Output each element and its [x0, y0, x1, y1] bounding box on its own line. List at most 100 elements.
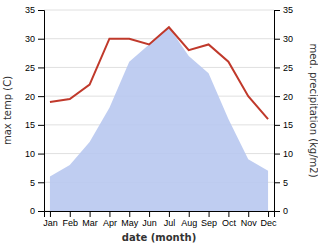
tick-mark	[274, 96, 280, 97]
tick-label: Apr	[103, 218, 117, 228]
tick-mark	[38, 125, 44, 126]
marks	[50, 27, 268, 211]
tick-label: 20	[283, 92, 293, 102]
tick-label: Aug	[181, 218, 197, 228]
tick: 0	[274, 206, 288, 216]
tick-mark	[274, 211, 280, 212]
tick: 0	[30, 206, 44, 216]
x-axis-line	[45, 212, 275, 218]
tick-mark	[274, 39, 280, 40]
tick: Oct	[222, 211, 237, 228]
tick: Jun	[142, 211, 157, 228]
tick: 20	[274, 92, 293, 102]
tick-label: 5	[283, 178, 288, 188]
x-axis: Jan FebMar Apr MayJun Jul Aug Sep Oct NovDec	[43, 211, 277, 228]
y2-axis-title: med. precipitation (kg/m2)	[308, 43, 318, 177]
y-axis-line	[38, 11, 45, 212]
tick: 30	[25, 34, 44, 44]
tick: Apr	[103, 211, 117, 228]
tick-mark	[274, 67, 280, 68]
tick-label: Sep	[201, 218, 217, 228]
tick-label: 35	[283, 5, 293, 15]
chart: Jan FebMar Apr MayJun Jul Aug Sep Oct NovDec 0 5 10…	[0, 0, 318, 247]
tick-mark	[169, 211, 170, 217]
tick-mark	[38, 96, 44, 97]
tick-label: 25	[283, 63, 293, 73]
tick-label: 10	[25, 149, 35, 159]
tick: 35	[25, 5, 44, 15]
tick-label: Oct	[222, 218, 237, 228]
tick: 5	[30, 178, 44, 188]
tick-label: 20	[25, 92, 35, 102]
area	[50, 27, 268, 211]
tick-label: 35	[25, 5, 35, 15]
tick: Jan	[43, 211, 58, 228]
tick-mark	[274, 182, 280, 183]
tick-label: Mar	[82, 218, 98, 228]
tick-mark	[189, 211, 190, 217]
tick: Jul	[164, 211, 176, 228]
x-axis-title: date (month)	[122, 232, 196, 243]
grid-line	[44, 10, 274, 11]
tick: 35	[274, 5, 293, 15]
tick-label: 30	[283, 34, 293, 44]
tick-mark	[129, 211, 130, 217]
tick-mark	[38, 211, 44, 212]
y-axis: 0 5 10 15 20 25 30 35	[25, 5, 45, 216]
tick: Sep	[201, 211, 217, 228]
tick: 20	[25, 92, 44, 102]
tick-mark	[109, 211, 110, 217]
tick-label: Feb	[63, 218, 79, 228]
y-axis-title: max temp (C)	[2, 76, 13, 145]
tick-mark	[38, 67, 44, 68]
tick-label: 15	[25, 120, 35, 130]
tick-label: 0	[30, 206, 35, 216]
tick: Mar	[82, 211, 98, 228]
tick-mark	[38, 154, 44, 155]
tick-label: Jun	[142, 218, 157, 228]
tick-mark	[248, 211, 249, 217]
tick: 25	[274, 63, 293, 73]
tick: 15	[274, 120, 293, 130]
tick-label: Dec	[261, 218, 278, 228]
y2-axis-line	[275, 11, 281, 212]
tick: 10	[274, 149, 293, 159]
tick-mark	[274, 125, 280, 126]
tick: 25	[25, 63, 44, 73]
tick-mark	[274, 10, 280, 11]
tick: 5	[274, 178, 288, 188]
tick-label: 5	[30, 178, 35, 188]
tick-label: 30	[25, 34, 35, 44]
y2-axis: 0 5 10 15 20 25 30 35	[274, 5, 293, 216]
tick-label: May	[121, 218, 139, 228]
tick-label: Nov	[241, 218, 258, 228]
tick: Aug	[181, 211, 197, 228]
tick: 10	[25, 149, 44, 159]
tick-mark	[274, 154, 280, 155]
tick-mark	[70, 211, 71, 217]
tick-mark	[38, 39, 44, 40]
tick-mark	[209, 211, 210, 217]
tick: 15	[25, 120, 44, 130]
tick-mark	[50, 211, 51, 217]
tick-mark	[38, 182, 44, 183]
tick-mark	[90, 211, 91, 217]
tick-mark	[149, 211, 150, 217]
tick-label: Jul	[164, 218, 176, 228]
tick-label: 25	[25, 63, 35, 73]
tick: May	[121, 211, 139, 228]
tick-mark	[38, 10, 44, 11]
tick: Dec	[261, 211, 278, 228]
tick: 30	[274, 34, 293, 44]
tick-label: Jan	[43, 218, 58, 228]
tick-mark	[228, 211, 229, 217]
tick: Feb	[63, 211, 79, 228]
tick-label: 0	[283, 206, 288, 216]
tick-label: 10	[283, 149, 293, 159]
plot: Jan FebMar Apr MayJun Jul Aug Sep Oct NovDec 0 5 10…	[25, 5, 293, 228]
tick: Nov	[241, 211, 258, 228]
tick-label: 15	[283, 120, 293, 130]
tick-mark	[268, 211, 269, 217]
grid	[44, 10, 274, 211]
line	[50, 27, 268, 119]
